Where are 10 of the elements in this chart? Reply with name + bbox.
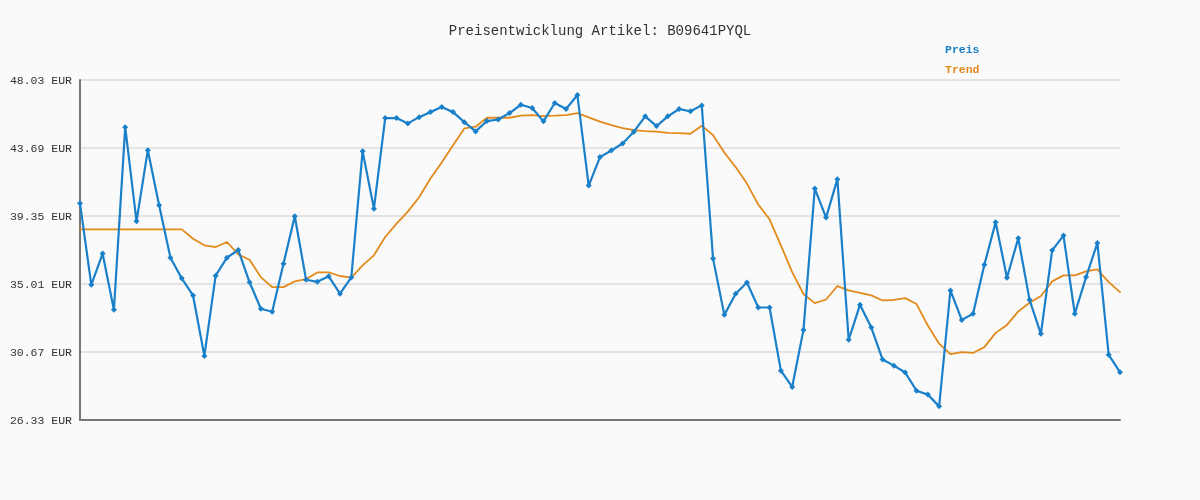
y-tick-label: 30.67 EUR xyxy=(9,345,73,359)
y-tick-label: 35.01 EUR xyxy=(9,277,73,291)
text: Preis xyxy=(945,42,980,56)
text: Trend xyxy=(945,62,980,76)
chart-title: Preisentwicklung Artikel: B09641PYQL xyxy=(448,23,752,39)
y-tick-label: 43.69 EUR xyxy=(9,141,73,155)
y-tick-label: 48.03 EUR xyxy=(9,73,73,87)
y-tick-label: 39.35 EUR xyxy=(9,209,73,223)
y-tick-label: 26.33 EUR xyxy=(9,413,73,427)
line-series xyxy=(79,112,1121,356)
